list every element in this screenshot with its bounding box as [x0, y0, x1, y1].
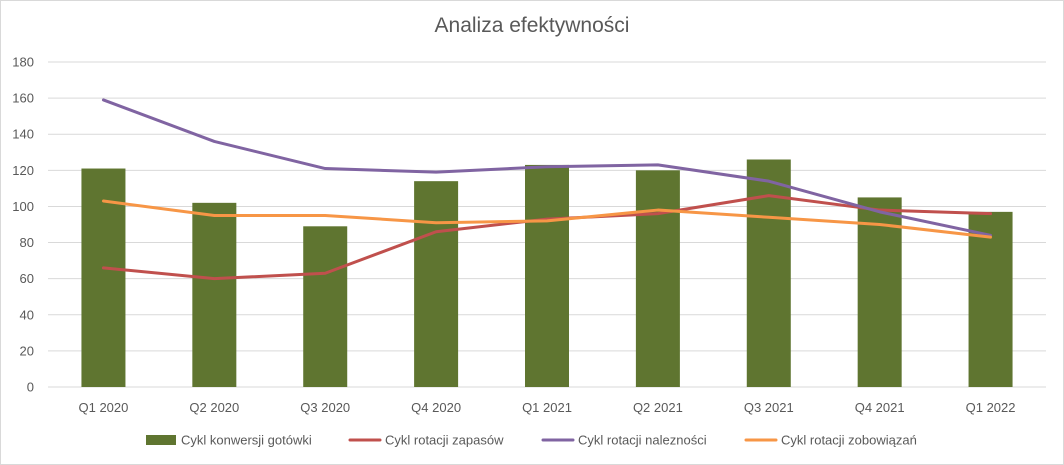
bar	[525, 164, 569, 387]
y-tick-label: 180	[12, 55, 34, 70]
y-tick-label: 120	[12, 163, 34, 178]
series-line	[101, 98, 993, 237]
y-tick-label: 40	[20, 307, 34, 322]
x-tick-label: Q2 2020	[189, 400, 239, 415]
x-tick-label: Q1 2021	[522, 400, 572, 415]
series-line	[101, 199, 993, 239]
bar	[414, 181, 459, 387]
bar	[746, 159, 791, 387]
y-tick-label: 140	[12, 127, 34, 142]
x-tick-label: Q4 2020	[411, 400, 461, 415]
x-tick-label: Q3 2021	[744, 400, 794, 415]
legend-label: Cykl rotacji zobowiązań	[781, 433, 917, 448]
y-tick-label: 20	[20, 343, 34, 358]
bar	[81, 168, 126, 387]
legend-label: Cykl rotacji nalezności	[578, 433, 707, 448]
chart-title: Analiza efektywności	[434, 14, 630, 37]
bar	[192, 202, 237, 387]
x-tick-label: Q3 2020	[300, 400, 350, 415]
legend-label: Cykl rotacji zapasów	[385, 433, 504, 448]
legend-label: Cykl konwersji gotówki	[181, 433, 312, 448]
y-tick-label: 0	[27, 380, 34, 395]
bar	[635, 170, 680, 387]
series-line	[101, 194, 993, 281]
y-tick-label: 60	[20, 271, 34, 286]
x-tick-label: Q1 2022	[966, 400, 1016, 415]
legend-swatch-bar	[146, 435, 176, 445]
y-tick-label: 160	[12, 91, 34, 106]
bar	[303, 226, 348, 387]
y-tick-label: 80	[20, 235, 34, 250]
x-tick-label: Q1 2020	[79, 400, 129, 415]
x-tick-label: Q2 2021	[633, 400, 683, 415]
bar	[968, 211, 1013, 387]
bar	[857, 197, 902, 387]
x-tick-label: Q4 2021	[855, 400, 905, 415]
y-tick-label: 100	[12, 199, 34, 214]
